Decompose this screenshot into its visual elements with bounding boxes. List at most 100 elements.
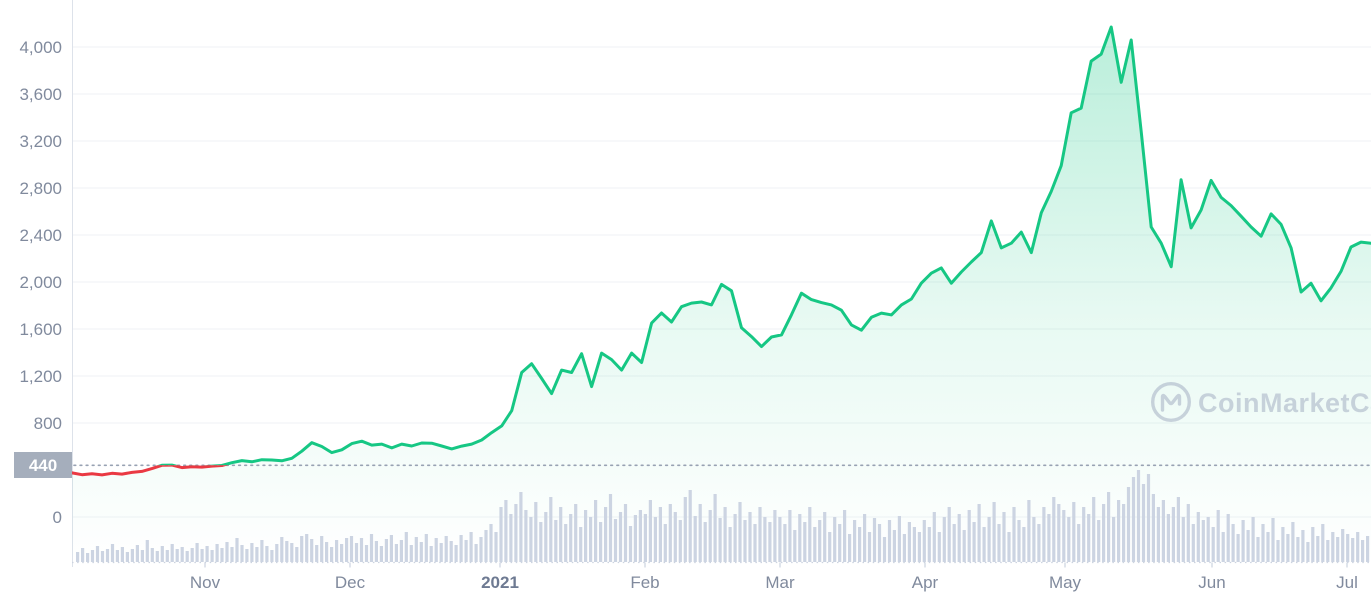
volume-bar	[982, 527, 986, 562]
volume-bar	[912, 527, 916, 562]
volume-bar	[330, 547, 334, 562]
volume-bar	[1256, 537, 1260, 562]
volume-bar	[937, 532, 941, 562]
volume-bar	[1141, 484, 1146, 562]
volume-bar	[907, 522, 911, 562]
volume-bar	[1032, 517, 1036, 562]
area-fill	[72, 27, 1371, 562]
volume-bar	[335, 540, 339, 562]
volume-bar	[972, 522, 976, 562]
volume-bar	[424, 534, 428, 562]
volume-bar	[1301, 530, 1305, 562]
coinmarketcap-watermark: CoinMarketCap	[1150, 382, 1371, 423]
volume-bar	[1042, 507, 1046, 562]
volume-bar	[877, 524, 882, 562]
volume-bar	[364, 545, 369, 562]
volume-bar	[1047, 514, 1051, 562]
volume-bar	[1316, 536, 1320, 562]
volume-bar	[285, 541, 289, 562]
volume-bar	[250, 543, 254, 562]
volume-bar	[778, 517, 782, 562]
volume-bar	[798, 514, 802, 562]
volume-bar	[633, 515, 637, 562]
volume-bar	[524, 510, 528, 562]
volume-bar	[947, 507, 951, 562]
volume-bar	[1336, 537, 1340, 562]
volume-bar	[539, 522, 543, 562]
volume-bar	[165, 550, 169, 562]
volume-bar	[295, 547, 299, 562]
volume-bar	[275, 544, 279, 562]
volume-bar	[653, 517, 657, 562]
volume-bar	[489, 524, 493, 562]
volume-bar	[374, 541, 378, 562]
volume-bar	[1231, 524, 1235, 562]
volume-bar	[1341, 529, 1345, 562]
volume-bar	[1366, 536, 1370, 562]
volume-bar	[215, 544, 219, 562]
volume-bar	[354, 543, 359, 562]
volume-bar	[1186, 504, 1190, 562]
volume-bar	[150, 548, 154, 562]
volume-bar	[858, 527, 862, 562]
volume-bar	[315, 545, 319, 562]
volume-bar	[703, 522, 707, 562]
volume-bar	[688, 490, 692, 562]
volume-bar	[882, 537, 887, 562]
volume-bar	[1102, 504, 1106, 562]
x-axis-tick-label: Jul	[1336, 573, 1358, 592]
volume-bar	[1136, 470, 1141, 562]
volume-bar	[584, 510, 588, 562]
volume-bar	[1122, 504, 1126, 562]
volume-bar	[663, 524, 667, 562]
volume-bar	[1291, 522, 1295, 562]
volume-bar	[1226, 514, 1230, 562]
volume-bar	[1361, 540, 1365, 562]
volume-bar	[738, 502, 742, 562]
volume-bar	[932, 512, 936, 562]
volume-bar	[369, 534, 374, 562]
volume-bar	[643, 514, 647, 562]
volume-bar	[618, 512, 623, 562]
volume-bar	[673, 512, 677, 562]
volume-bar	[454, 545, 458, 562]
volume-bar	[509, 514, 513, 562]
volume-bar	[544, 512, 548, 562]
volume-bar	[190, 548, 194, 562]
volume-bar	[225, 542, 229, 562]
volume-bar	[977, 504, 981, 562]
volume-bar	[1156, 507, 1160, 562]
volume-bar	[828, 532, 832, 562]
volume-bar	[325, 542, 329, 562]
reference-price-badge: 440	[14, 452, 72, 478]
volume-bar	[135, 545, 139, 562]
volume-bar	[384, 539, 388, 562]
volume-bar	[628, 526, 633, 562]
volume-bar	[340, 544, 344, 562]
volume-bar	[942, 517, 946, 562]
volume-bar	[1097, 520, 1101, 562]
volume-bar	[1261, 524, 1265, 562]
volume-bar	[554, 520, 558, 562]
volume-bar	[1271, 518, 1275, 562]
volume-bar	[494, 532, 498, 562]
volume-bar	[434, 538, 438, 562]
volume-bar	[1176, 497, 1180, 562]
volume-bar	[608, 494, 613, 562]
volume-bar	[1266, 532, 1270, 562]
volume-bar	[1246, 530, 1250, 562]
x-axis-tick-label: May	[1049, 573, 1082, 592]
volume-bar	[1027, 500, 1031, 562]
price-line-above-reference	[157, 25, 1371, 466]
volume-bar	[379, 546, 383, 562]
volume-bar	[638, 510, 642, 562]
volume-bar	[110, 544, 115, 562]
volume-bar	[1052, 497, 1056, 562]
volume-bar	[439, 543, 443, 562]
volume-bar	[718, 518, 722, 562]
volume-bar	[773, 510, 777, 562]
volume-bar	[1211, 527, 1215, 562]
volume-bar	[1351, 538, 1355, 562]
volume-bar	[693, 516, 697, 562]
